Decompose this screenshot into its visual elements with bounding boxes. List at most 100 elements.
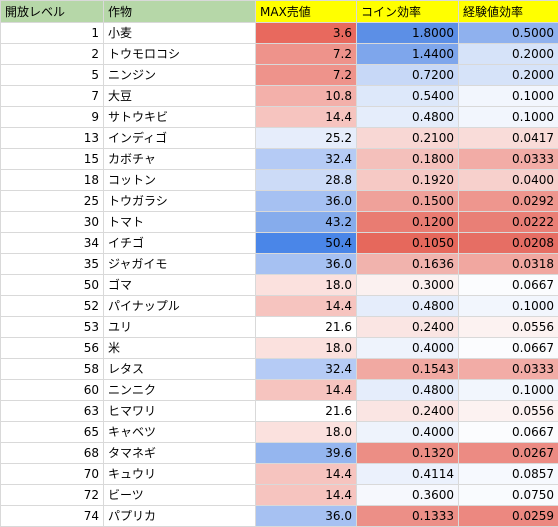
- exp-efficiency-cell[interactable]: 0.0333: [458, 148, 558, 170]
- exp-efficiency-cell[interactable]: 0.0400: [458, 169, 558, 191]
- level-cell[interactable]: 15: [0, 148, 104, 170]
- level-cell[interactable]: 13: [0, 127, 104, 149]
- coin-efficiency-cell[interactable]: 0.1800: [356, 148, 459, 170]
- level-cell[interactable]: 2: [0, 43, 104, 65]
- header-level[interactable]: 開放レベル: [0, 0, 104, 23]
- exp-efficiency-cell[interactable]: 0.2000: [458, 43, 558, 65]
- max-price-cell[interactable]: 7.2: [255, 43, 357, 65]
- exp-efficiency-cell[interactable]: 0.0208: [458, 232, 558, 254]
- max-price-cell[interactable]: 36.0: [255, 190, 357, 212]
- crop-cell[interactable]: コットン: [103, 169, 256, 191]
- max-price-cell[interactable]: 32.4: [255, 358, 357, 380]
- coin-efficiency-cell[interactable]: 0.4114: [356, 463, 459, 485]
- level-cell[interactable]: 52: [0, 295, 104, 317]
- crop-cell[interactable]: 大豆: [103, 85, 256, 107]
- max-price-cell[interactable]: 32.4: [255, 148, 357, 170]
- max-price-cell[interactable]: 25.2: [255, 127, 357, 149]
- coin-efficiency-cell[interactable]: 0.4800: [356, 106, 459, 128]
- level-cell[interactable]: 34: [0, 232, 104, 254]
- coin-efficiency-cell[interactable]: 0.1050: [356, 232, 459, 254]
- crop-cell[interactable]: タマネギ: [103, 442, 256, 464]
- max-price-cell[interactable]: 14.4: [255, 295, 357, 317]
- crop-cell[interactable]: ビーツ: [103, 484, 256, 506]
- crop-cell[interactable]: パイナップル: [103, 295, 256, 317]
- crop-cell[interactable]: ユリ: [103, 316, 256, 338]
- header-coin-efficiency[interactable]: コイン効率: [356, 0, 459, 23]
- crop-cell[interactable]: カボチャ: [103, 148, 256, 170]
- crop-cell[interactable]: キュウリ: [103, 463, 256, 485]
- exp-efficiency-cell[interactable]: 0.1000: [458, 106, 558, 128]
- max-price-cell[interactable]: 18.0: [255, 337, 357, 359]
- coin-efficiency-cell[interactable]: 0.7200: [356, 64, 459, 86]
- max-price-cell[interactable]: 14.4: [255, 484, 357, 506]
- crop-cell[interactable]: ゴマ: [103, 274, 256, 296]
- level-cell[interactable]: 5: [0, 64, 104, 86]
- level-cell[interactable]: 63: [0, 400, 104, 422]
- coin-efficiency-cell[interactable]: 0.2400: [356, 400, 459, 422]
- crop-cell[interactable]: ニンジン: [103, 64, 256, 86]
- exp-efficiency-cell[interactable]: 0.0318: [458, 253, 558, 275]
- crop-cell[interactable]: インディゴ: [103, 127, 256, 149]
- level-cell[interactable]: 18: [0, 169, 104, 191]
- crop-cell[interactable]: 小麦: [103, 22, 256, 44]
- coin-efficiency-cell[interactable]: 0.3600: [356, 484, 459, 506]
- level-cell[interactable]: 74: [0, 505, 104, 527]
- coin-efficiency-cell[interactable]: 0.4800: [356, 295, 459, 317]
- coin-efficiency-cell[interactable]: 0.1636: [356, 253, 459, 275]
- level-cell[interactable]: 1: [0, 22, 104, 44]
- level-cell[interactable]: 50: [0, 274, 104, 296]
- exp-efficiency-cell[interactable]: 0.0667: [458, 337, 558, 359]
- max-price-cell[interactable]: 3.6: [255, 22, 357, 44]
- coin-efficiency-cell[interactable]: 0.1920: [356, 169, 459, 191]
- level-cell[interactable]: 25: [0, 190, 104, 212]
- exp-efficiency-cell[interactable]: 0.0857: [458, 463, 558, 485]
- max-price-cell[interactable]: 36.0: [255, 253, 357, 275]
- crop-cell[interactable]: トウガラシ: [103, 190, 256, 212]
- coin-efficiency-cell[interactable]: 0.3000: [356, 274, 459, 296]
- coin-efficiency-cell[interactable]: 0.2400: [356, 316, 459, 338]
- max-price-cell[interactable]: 14.4: [255, 106, 357, 128]
- crop-cell[interactable]: 米: [103, 337, 256, 359]
- max-price-cell[interactable]: 18.0: [255, 421, 357, 443]
- exp-efficiency-cell[interactable]: 0.0222: [458, 211, 558, 233]
- coin-efficiency-cell[interactable]: 0.5400: [356, 85, 459, 107]
- coin-efficiency-cell[interactable]: 0.1200: [356, 211, 459, 233]
- level-cell[interactable]: 56: [0, 337, 104, 359]
- crop-cell[interactable]: サトウキビ: [103, 106, 256, 128]
- coin-efficiency-cell[interactable]: 0.4000: [356, 337, 459, 359]
- max-price-cell[interactable]: 21.6: [255, 316, 357, 338]
- coin-efficiency-cell[interactable]: 1.8000: [356, 22, 459, 44]
- exp-efficiency-cell[interactable]: 0.0667: [458, 421, 558, 443]
- max-price-cell[interactable]: 36.0: [255, 505, 357, 527]
- coin-efficiency-cell[interactable]: 0.4000: [356, 421, 459, 443]
- exp-efficiency-cell[interactable]: 0.0556: [458, 316, 558, 338]
- crop-cell[interactable]: トウモロコシ: [103, 43, 256, 65]
- exp-efficiency-cell[interactable]: 0.5000: [458, 22, 558, 44]
- exp-efficiency-cell[interactable]: 0.0556: [458, 400, 558, 422]
- level-cell[interactable]: 60: [0, 379, 104, 401]
- exp-efficiency-cell[interactable]: 0.2000: [458, 64, 558, 86]
- coin-efficiency-cell[interactable]: 0.1320: [356, 442, 459, 464]
- exp-efficiency-cell[interactable]: 0.0667: [458, 274, 558, 296]
- coin-efficiency-cell[interactable]: 0.1333: [356, 505, 459, 527]
- level-cell[interactable]: 35: [0, 253, 104, 275]
- max-price-cell[interactable]: 18.0: [255, 274, 357, 296]
- crop-cell[interactable]: パプリカ: [103, 505, 256, 527]
- exp-efficiency-cell[interactable]: 0.0259: [458, 505, 558, 527]
- crop-cell[interactable]: ヒマワリ: [103, 400, 256, 422]
- level-cell[interactable]: 9: [0, 106, 104, 128]
- level-cell[interactable]: 65: [0, 421, 104, 443]
- max-price-cell[interactable]: 14.4: [255, 379, 357, 401]
- header-max-price[interactable]: MAX売値: [255, 0, 357, 23]
- coin-efficiency-cell[interactable]: 1.4400: [356, 43, 459, 65]
- exp-efficiency-cell[interactable]: 0.0267: [458, 442, 558, 464]
- max-price-cell[interactable]: 43.2: [255, 211, 357, 233]
- exp-efficiency-cell[interactable]: 0.0333: [458, 358, 558, 380]
- header-exp-efficiency[interactable]: 経験値効率: [458, 0, 558, 23]
- exp-efficiency-cell[interactable]: 0.0417: [458, 127, 558, 149]
- level-cell[interactable]: 68: [0, 442, 104, 464]
- exp-efficiency-cell[interactable]: 0.1000: [458, 85, 558, 107]
- crop-cell[interactable]: キャベツ: [103, 421, 256, 443]
- crop-cell[interactable]: ニンニク: [103, 379, 256, 401]
- max-price-cell[interactable]: 7.2: [255, 64, 357, 86]
